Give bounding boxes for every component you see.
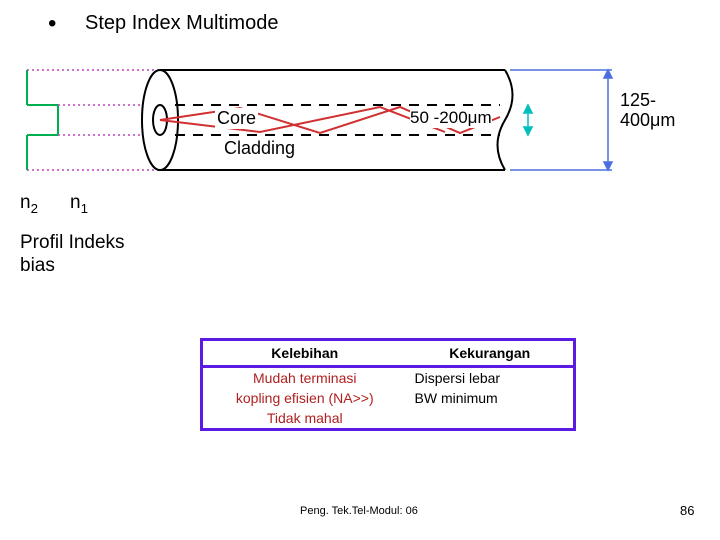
fiber-diagram xyxy=(0,0,720,300)
cladding-label: Cladding xyxy=(222,138,297,159)
profile-label-2: bias xyxy=(20,255,55,277)
adv-cell: kopling efisien (NA>>) xyxy=(203,388,407,408)
adv-cell: Tidak mahal xyxy=(203,408,407,428)
core-dimension: 50 -200μm xyxy=(410,108,492,128)
header-disadvantages: Kekurangan xyxy=(407,341,574,367)
pros-cons-table: Kelebihan Kekurangan Mudah terminasi Dis… xyxy=(200,338,576,431)
cladding-dim-1: 125- xyxy=(620,90,656,111)
table-header-row: Kelebihan Kekurangan xyxy=(203,341,573,367)
dis-cell xyxy=(407,408,574,428)
n1-label: n1 xyxy=(70,192,88,216)
footer-text: Peng. Tek.Tel-Modul: 06 xyxy=(300,505,418,517)
dis-cell: BW minimum xyxy=(407,388,574,408)
profile-label-1: Profil Indeks xyxy=(20,232,125,254)
cladding-dim-2: 400μm xyxy=(620,110,675,131)
dis-cell: Dispersi lebar xyxy=(407,367,574,389)
adv-cell: Mudah terminasi xyxy=(203,367,407,389)
n2-label: n2 xyxy=(20,192,38,216)
core-label: Core xyxy=(215,108,258,129)
table-row: Mudah terminasi Dispersi lebar xyxy=(203,367,573,389)
table-row: kopling efisien (NA>>) BW minimum xyxy=(203,388,573,408)
table-row: Tidak mahal xyxy=(203,408,573,428)
page-number: 86 xyxy=(680,503,694,518)
header-advantages: Kelebihan xyxy=(203,341,407,367)
